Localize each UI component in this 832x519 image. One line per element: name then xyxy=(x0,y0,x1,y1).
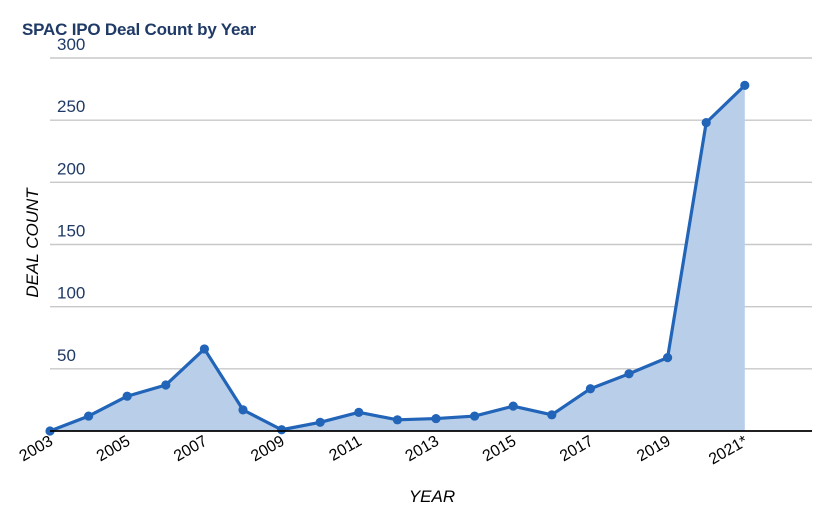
y-tick-label-200: 200 xyxy=(57,159,85,178)
data-point-2014 xyxy=(470,411,480,421)
data-point-2012 xyxy=(392,415,402,425)
data-points-layer xyxy=(45,80,750,436)
y-tick-label-150: 150 xyxy=(57,222,85,241)
area-fill xyxy=(50,85,745,431)
x-tick-label-2013: 2013 xyxy=(403,433,442,466)
data-point-2007 xyxy=(199,344,209,354)
y-tick-label-50: 50 xyxy=(57,346,76,365)
y-tick-label-100: 100 xyxy=(57,284,85,303)
x-tick-label-2009: 2009 xyxy=(248,433,287,466)
area-fill-layer xyxy=(50,85,745,431)
x-tick-label-2011: 2011 xyxy=(327,433,365,465)
y-axis-label: DEAL COUNT xyxy=(23,187,42,298)
data-point-2010 xyxy=(315,417,325,427)
x-tick-label-2005: 2005 xyxy=(94,433,133,466)
x-tick-label-2007: 2007 xyxy=(171,433,210,466)
data-point-2008 xyxy=(238,405,248,415)
x-tick-label-2003: 2003 xyxy=(17,433,56,466)
data-point-2005 xyxy=(122,391,132,401)
chart-title: SPAC IPO Deal Count by Year xyxy=(22,20,256,39)
x-tick-label-2019: 2019 xyxy=(634,433,673,466)
y-tick-label-250: 250 xyxy=(57,97,85,116)
x-tick-label-2015: 2015 xyxy=(480,433,519,466)
x-axis-label: YEAR xyxy=(409,487,455,506)
data-point-2009 xyxy=(277,425,287,435)
data-point-2017 xyxy=(585,384,596,394)
data-point-2018 xyxy=(624,369,634,379)
data-point-2015 xyxy=(508,401,518,411)
data-point-2006 xyxy=(161,380,171,390)
y-tick-label-300: 300 xyxy=(57,35,85,54)
data-point-2020 xyxy=(701,118,711,128)
data-point-2019 xyxy=(663,353,673,363)
data-point-2013 xyxy=(431,413,441,424)
x-tick-label-2021*: 2021* xyxy=(706,433,751,469)
data-point-2021* xyxy=(740,80,750,90)
data-point-2011 xyxy=(354,407,364,417)
data-point-2016 xyxy=(547,410,557,420)
x-tick-label-2017: 2017 xyxy=(557,433,596,466)
data-point-2004 xyxy=(84,411,94,421)
